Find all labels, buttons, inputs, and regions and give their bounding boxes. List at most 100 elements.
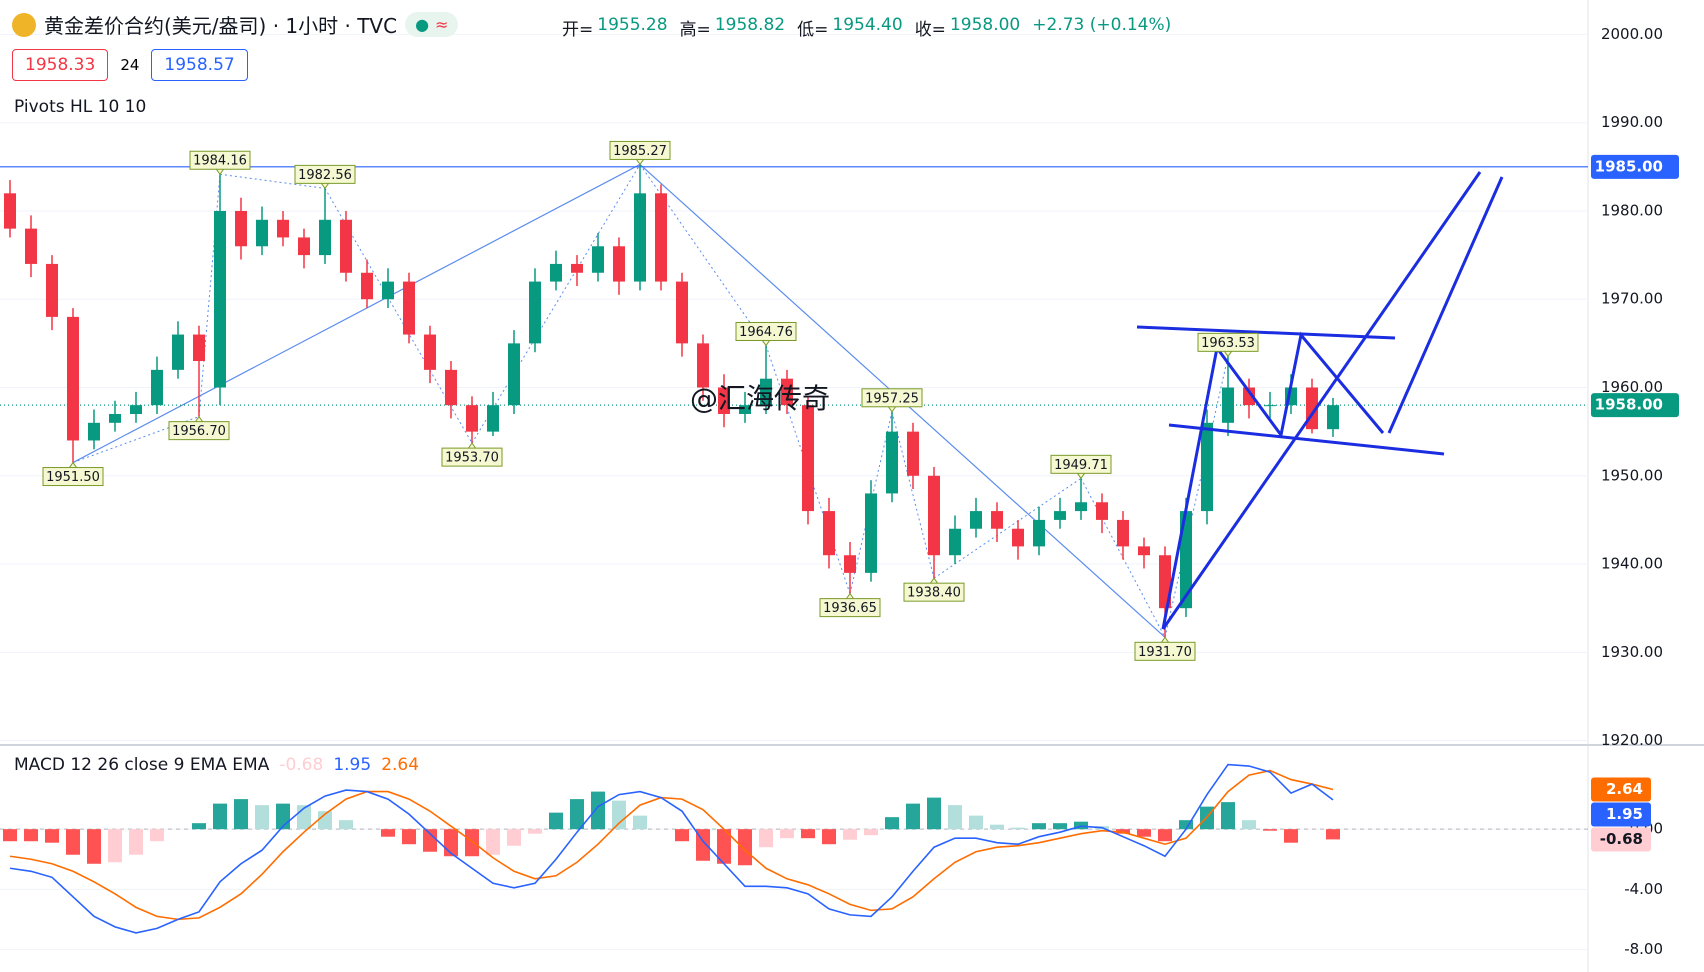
candle-body — [1033, 519, 1045, 547]
price-label-box — [1591, 154, 1679, 179]
ohlc-value: 1958.82 — [714, 15, 786, 35]
last-value-label: 2.64 — [1606, 780, 1643, 798]
zigzag-line — [933, 477, 1082, 579]
macd-histogram-bar — [423, 829, 437, 852]
candle-body — [1264, 405, 1276, 407]
macd-histogram-bar — [66, 829, 80, 855]
macd-histogram-bar — [927, 797, 941, 830]
candle-body — [907, 431, 919, 476]
candle-body — [508, 343, 520, 406]
macd-histogram-bar — [339, 820, 353, 830]
bid-button[interactable]: 1958.33 — [12, 49, 109, 81]
macd-histogram-bar — [948, 805, 962, 830]
macd-histogram-bar — [486, 829, 500, 855]
candle-body — [1012, 528, 1024, 547]
macd-histogram-bar — [1326, 829, 1340, 840]
candle-body — [88, 422, 100, 441]
candle-body — [655, 193, 667, 282]
candle-body — [865, 493, 877, 573]
last-value-label: -0.68 — [1600, 830, 1643, 848]
candle-body — [46, 263, 58, 317]
trend-line — [72, 163, 641, 464]
candle-body — [151, 369, 163, 406]
macd-histogram-bar — [1137, 829, 1151, 837]
candle-body — [991, 511, 1003, 529]
pivot-label: 1957.25 — [865, 391, 919, 406]
candle-body — [256, 219, 268, 247]
drawn-line — [1136, 325, 1396, 340]
pivot-label: 1949.71 — [1054, 458, 1108, 473]
candle-body — [1327, 405, 1339, 430]
trade-badges: 1958.33 24 1958.57 — [12, 49, 248, 81]
pivot-label: 1938.40 — [907, 586, 961, 601]
candle-body — [844, 555, 856, 573]
candle-body — [109, 413, 121, 423]
macd-histogram-bar — [780, 829, 794, 839]
candle-body — [1075, 502, 1087, 512]
zigzag-line — [198, 174, 221, 417]
macd-histogram-bar — [1242, 820, 1256, 830]
status-pill[interactable]: ● ≈ — [405, 12, 459, 37]
spread: 24 — [120, 56, 140, 74]
pivot-label: 1956.70 — [172, 424, 226, 439]
candle-body — [613, 246, 625, 282]
pivot-label: 1963.53 — [1201, 336, 1255, 351]
ask-button[interactable]: 1958.57 — [151, 49, 248, 81]
macd-histogram-bar — [192, 823, 206, 830]
candle-body — [739, 405, 751, 414]
watermark: @汇海传奇 — [690, 382, 830, 415]
pivot-label-box — [609, 140, 671, 160]
status-dot: ● — [415, 15, 430, 34]
pivot-label: 1964.76 — [739, 325, 793, 340]
candle-body — [319, 219, 331, 256]
pivot-label: 1953.70 — [445, 451, 499, 466]
macd-histogram-bar — [24, 829, 38, 842]
pivot-label: 1985.27 — [613, 144, 667, 159]
macd-line-value: 1.95 — [333, 755, 372, 775]
candle-body — [235, 210, 247, 247]
candle-body — [571, 263, 583, 273]
macd-histogram-bar — [717, 829, 731, 864]
drawn-line — [1161, 331, 1385, 630]
candle-body — [634, 193, 646, 282]
macd-histogram-bar — [3, 829, 17, 842]
zigzag-line — [891, 411, 935, 579]
candle-body — [193, 334, 205, 362]
indicator-label[interactable]: Pivots HL 10 10 — [14, 97, 147, 117]
y-tick-label: 1990.00 — [1601, 113, 1663, 131]
candle-body — [403, 281, 415, 335]
candle-body — [25, 228, 37, 264]
last-value-box — [1591, 777, 1651, 802]
macd-histogram-bar — [990, 824, 1004, 830]
pivot-label-box — [819, 598, 881, 618]
symbol-title[interactable]: 黄金差价合约(美元/盎司) · 1小时 · TVC — [44, 14, 398, 38]
price-label-box — [1591, 393, 1679, 418]
macd-title[interactable]: MACD 12 26 close 9 EMA EMA — [14, 755, 270, 775]
macd-histogram-bar — [402, 829, 416, 845]
candle-body — [676, 281, 688, 344]
pivot-label: 1982.56 — [298, 168, 352, 183]
pivot-label-box — [1197, 332, 1259, 352]
ohlc-label: 开= — [562, 20, 594, 40]
symbol-header: 黄金差价合约(美元/盎司) · 1小时 · TVC ● ≈ — [12, 10, 459, 39]
candle-body — [781, 378, 793, 406]
candle-body — [823, 511, 835, 556]
candle-body — [382, 281, 394, 300]
macd-histogram-bar — [87, 829, 101, 864]
y-tick-label: 1940.00 — [1601, 555, 1663, 573]
macd-histogram-bar — [1158, 829, 1172, 842]
symbol-logo — [12, 12, 36, 37]
ohlc-legend: 开= 1955.28 高= 1958.82 低= 1954.40 收= 1958.00 … — [562, 15, 1179, 40]
candle-body — [550, 263, 562, 282]
macd-histogram-bar — [108, 829, 122, 863]
macd-histogram-bar — [1284, 829, 1298, 843]
pivot-label-box — [441, 447, 503, 467]
candle-body — [67, 316, 79, 441]
candle-body — [487, 405, 499, 432]
macd-histogram-bar — [969, 815, 983, 830]
y-tick-label: 1920.00 — [1601, 731, 1663, 749]
ohlc-value: 1958.00 — [949, 15, 1021, 35]
candle-body — [529, 281, 541, 344]
candle-body — [361, 272, 373, 300]
